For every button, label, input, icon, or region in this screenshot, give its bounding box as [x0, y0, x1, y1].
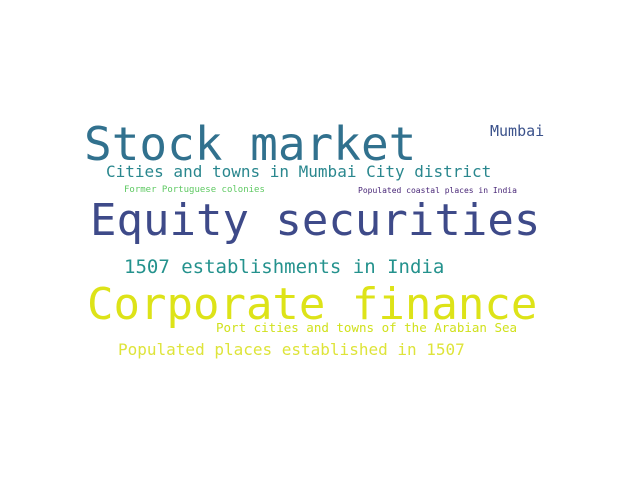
word-port-cities: Port cities and towns of the Arabian Sea [216, 320, 518, 335]
word-cities-and-towns: Cities and towns in Mumbai City district [106, 162, 492, 181]
word-former-portuguese-colonies: Former Portuguese colonies [124, 185, 265, 195]
word-mumbai: Mumbai [490, 122, 545, 140]
word-populated-places-1507: Populated places established in 1507 [118, 340, 465, 359]
word-corporate-finance: Corporate finance [87, 279, 538, 330]
word-populated-coastal-places: Populated coastal places in India [358, 186, 517, 195]
word-equity-securities: Equity securities [90, 195, 541, 246]
word-stock-market: Stock market [84, 117, 417, 171]
word-1507-establishments: 1507 establishments in India [124, 256, 445, 278]
